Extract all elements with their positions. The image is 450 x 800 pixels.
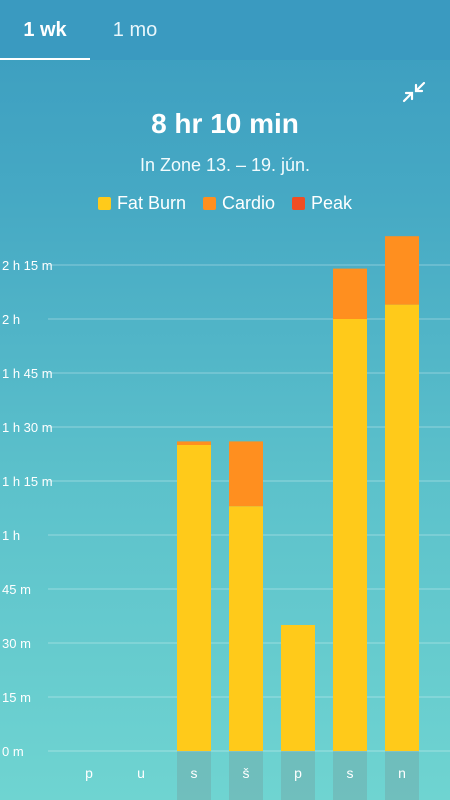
legend-cardio: Cardio bbox=[202, 193, 276, 214]
day-highlight bbox=[229, 751, 263, 800]
y-tick-label: 2 h 15 m bbox=[2, 258, 53, 273]
bar-segment bbox=[333, 268, 367, 319]
bar-segment bbox=[385, 236, 419, 305]
legend-peak: Peak bbox=[292, 193, 352, 214]
tab-1-week[interactable]: 1 wk bbox=[23, 19, 67, 41]
y-tick-label: 15 m bbox=[2, 690, 31, 705]
legend-label: Peak bbox=[311, 193, 353, 213]
bar-segment bbox=[385, 304, 419, 751]
y-tick-label: 1 h 45 m bbox=[2, 366, 53, 381]
bar-segment bbox=[229, 441, 263, 507]
x-tick-label: n bbox=[398, 765, 406, 781]
date-range-subtitle: In Zone 13. – 19. jún. bbox=[139, 155, 311, 175]
zone-total-time: 8 hr 10 min bbox=[151, 108, 299, 139]
x-tick-label: s bbox=[191, 765, 198, 781]
chart-legend: Fat Burn Cardio Peak bbox=[0, 193, 450, 214]
x-tick-label: s bbox=[347, 765, 354, 781]
y-tick-label: 1 h 15 m bbox=[2, 474, 53, 489]
day-highlight bbox=[281, 751, 315, 800]
legend-label: Cardio bbox=[221, 193, 276, 213]
bar-segment bbox=[177, 445, 211, 751]
day-highlight bbox=[177, 751, 211, 800]
period-tabs: 1 wk 1 mo bbox=[0, 0, 450, 60]
legend-swatch bbox=[97, 197, 111, 210]
legend-swatch bbox=[202, 197, 216, 210]
bar-segment bbox=[229, 506, 263, 751]
y-tick-label: 30 m bbox=[2, 636, 31, 651]
y-tick-label: 45 m bbox=[2, 582, 31, 597]
active-tab-indicator bbox=[0, 58, 90, 60]
day-highlight bbox=[385, 751, 419, 800]
bar-segment bbox=[177, 441, 211, 445]
day-highlight bbox=[333, 751, 367, 800]
x-tick-label: u bbox=[137, 765, 145, 781]
legend-label: Fat Burn bbox=[116, 193, 186, 213]
tab-1-month[interactable]: 1 mo bbox=[112, 19, 158, 41]
y-tick-label: 1 h 30 m bbox=[2, 420, 53, 435]
x-tick-label: p bbox=[85, 765, 93, 781]
legend-swatch bbox=[292, 197, 306, 210]
x-tick-label: p bbox=[294, 765, 302, 781]
bar-segment bbox=[281, 625, 315, 751]
collapse-arrows-icon[interactable] bbox=[400, 80, 428, 104]
bar-segment bbox=[333, 319, 367, 751]
y-tick-label: 1 h bbox=[2, 528, 20, 543]
y-tick-label: 0 m bbox=[2, 744, 24, 759]
legend-fat-burn: Fat Burn bbox=[97, 193, 186, 214]
x-tick-label: š bbox=[243, 765, 250, 781]
y-tick-label: 2 h bbox=[2, 312, 20, 327]
